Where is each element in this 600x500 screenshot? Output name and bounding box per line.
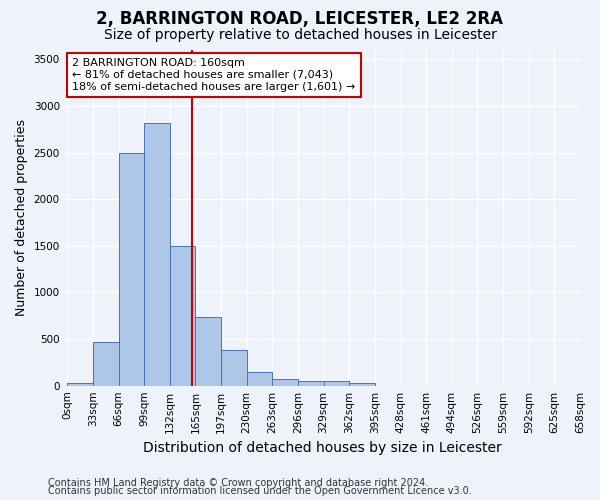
Bar bbox=[272, 378, 298, 386]
Bar bbox=[67, 384, 93, 386]
Text: Contains public sector information licensed under the Open Government Licence v3: Contains public sector information licen… bbox=[48, 486, 472, 496]
Bar bbox=[144, 122, 170, 386]
Bar bbox=[298, 382, 323, 386]
Bar bbox=[221, 350, 247, 386]
Bar bbox=[196, 316, 221, 386]
Text: 2 BARRINGTON ROAD: 160sqm
← 81% of detached houses are smaller (7,043)
18% of se: 2 BARRINGTON ROAD: 160sqm ← 81% of detac… bbox=[73, 58, 356, 92]
Bar bbox=[119, 152, 144, 386]
Bar bbox=[247, 372, 272, 386]
Text: 2, BARRINGTON ROAD, LEICESTER, LE2 2RA: 2, BARRINGTON ROAD, LEICESTER, LE2 2RA bbox=[97, 10, 503, 28]
Bar bbox=[323, 382, 349, 386]
Bar bbox=[349, 384, 375, 386]
Text: Contains HM Land Registry data © Crown copyright and database right 2024.: Contains HM Land Registry data © Crown c… bbox=[48, 478, 428, 488]
Y-axis label: Number of detached properties: Number of detached properties bbox=[15, 120, 28, 316]
Bar bbox=[93, 342, 119, 386]
X-axis label: Distribution of detached houses by size in Leicester: Distribution of detached houses by size … bbox=[143, 441, 502, 455]
Bar bbox=[170, 246, 196, 386]
Text: Size of property relative to detached houses in Leicester: Size of property relative to detached ho… bbox=[104, 28, 496, 42]
